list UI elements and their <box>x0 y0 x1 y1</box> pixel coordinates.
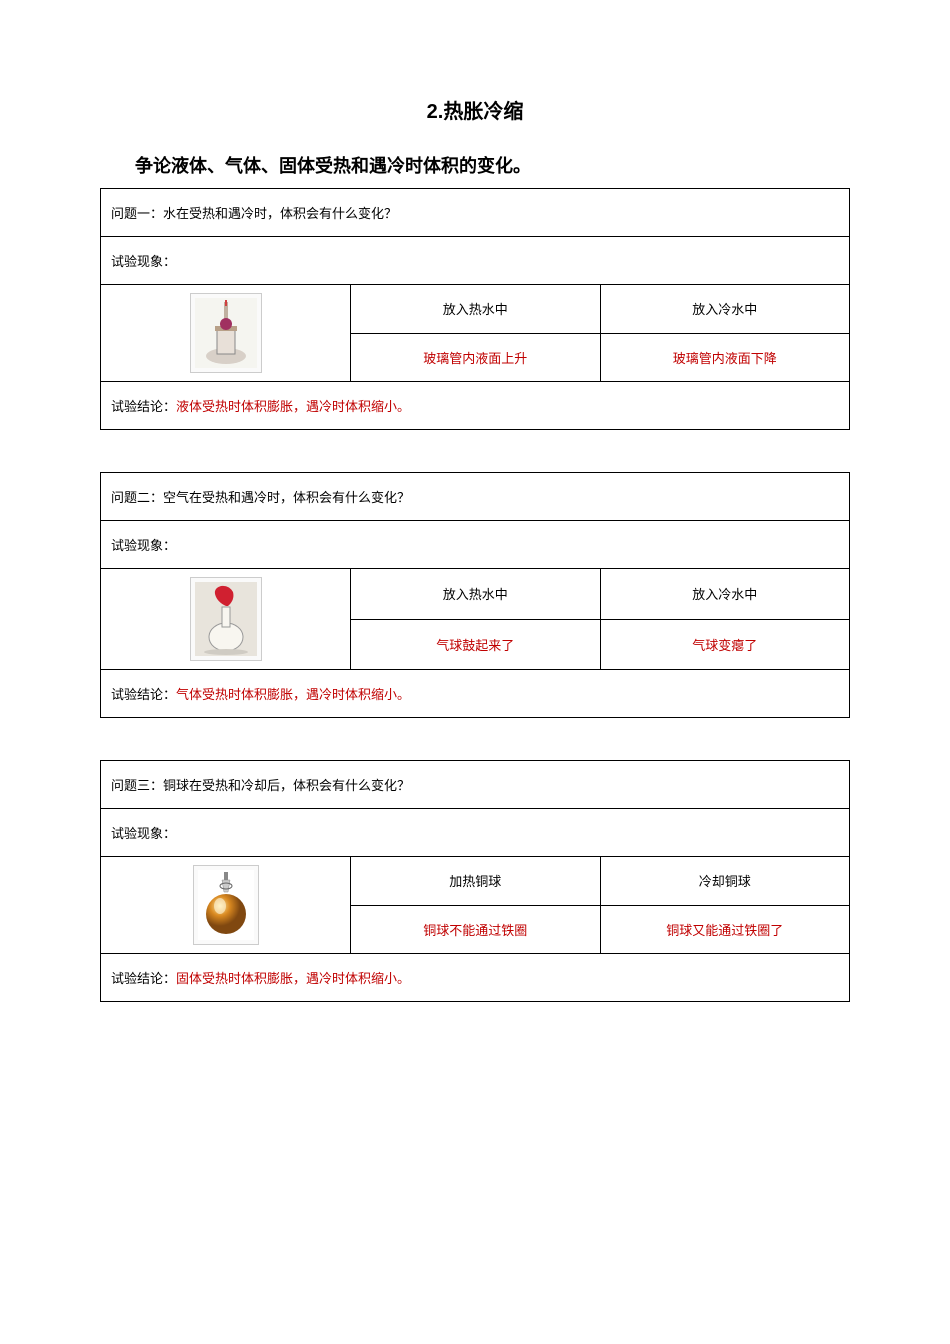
phenomenon-label: 试验现象： <box>101 521 849 568</box>
hot-label: 放入热水中 <box>351 569 601 619</box>
conclusion-prefix: 试验结论： <box>111 968 176 987</box>
cold-result: 铜球又能通过铁圈了 <box>601 906 850 954</box>
cold-label: 冷却铜球 <box>601 857 850 905</box>
hot-label: 放入热水中 <box>351 285 601 333</box>
experiment-image <box>101 285 351 381</box>
question-text: 问题三：铜球在受热和冷却后，体积会有什么变化？ <box>101 761 849 808</box>
conclusion-row: 试验结论：气体受热时体积膨胀，遇冷时体积缩小。 <box>101 670 849 717</box>
cold-label: 放入冷水中 <box>601 569 850 619</box>
question-text: 问题二：空气在受热和遇冷时，体积会有什么变化？ <box>101 473 849 520</box>
conclusion-row: 试验结论：固体受热时体积膨胀，遇冷时体积缩小。 <box>101 954 849 1001</box>
hot-result: 铜球不能通过铁圈 <box>351 906 601 954</box>
question-text: 问题一：水在受热和遇冷时，体积会有什么变化？ <box>101 189 849 236</box>
hot-result: 气球鼓起来了 <box>351 620 601 670</box>
conclusion-text: 液体受热时体积膨胀，遇冷时体积缩小。 <box>176 396 410 415</box>
conclusion-prefix: 试验结论： <box>111 396 176 415</box>
cold-label: 放入冷水中 <box>601 285 850 333</box>
experiment-box-2: 问题二：空气在受热和遇冷时，体积会有什么变化？ 试验现象： 放入热水中 放入冷水… <box>100 472 850 718</box>
phenomenon-label: 试验现象： <box>101 809 849 856</box>
cold-result: 玻璃管内液面下降 <box>601 334 850 382</box>
hot-result: 玻璃管内液面上升 <box>351 334 601 382</box>
conclusion-text: 固体受热时体积膨胀，遇冷时体积缩小。 <box>176 968 410 987</box>
experiment-image <box>101 857 351 953</box>
hot-label: 加热铜球 <box>351 857 601 905</box>
phenomenon-label: 试验现象： <box>101 237 849 284</box>
page-title: 2.热胀冷缩 <box>100 95 850 124</box>
conclusion-text: 气体受热时体积膨胀，遇冷时体积缩小。 <box>176 684 410 703</box>
page-subtitle: 争论液体、气体、固体受热和遇冷时体积的变化。 <box>135 152 850 178</box>
cold-result: 气球变瘪了 <box>601 620 850 670</box>
flask-tube-icon <box>190 293 262 373</box>
copper-ball-icon <box>193 865 259 945</box>
conclusion-prefix: 试验结论： <box>111 684 176 703</box>
experiment-image <box>101 569 351 669</box>
experiment-box-3: 问题三：铜球在受热和冷却后，体积会有什么变化？ 试验现象： <box>100 760 850 1002</box>
experiment-box-1: 问题一：水在受热和遇冷时，体积会有什么变化？ 试验现象： 放入热水中 放入 <box>100 188 850 430</box>
conclusion-row: 试验结论：液体受热时体积膨胀，遇冷时体积缩小。 <box>101 382 849 429</box>
flask-balloon-icon <box>190 577 262 661</box>
